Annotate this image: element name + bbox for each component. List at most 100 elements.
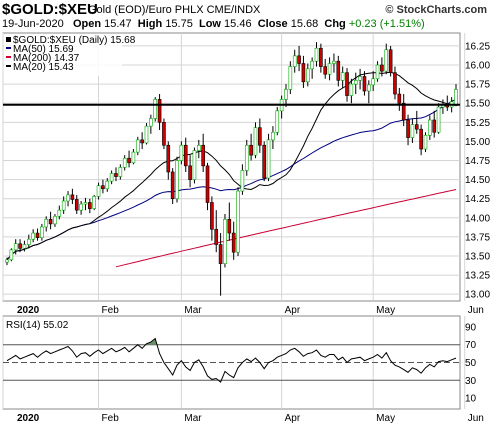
- candle-body: [332, 60, 336, 64]
- candle-body: [284, 89, 288, 100]
- candle-body: [231, 232, 236, 253]
- rsi-tick-label: 30: [465, 376, 477, 387]
- candle-body: [227, 219, 232, 234]
- candle-body: [432, 119, 437, 133]
- candle-body: [419, 128, 423, 150]
- price-tick-label: 14.00: [465, 213, 490, 224]
- open-value: 15.47: [104, 18, 132, 30]
- candle-body: [135, 139, 140, 153]
- candle-body: [179, 144, 184, 161]
- price-tick-label: 14.75: [465, 156, 490, 167]
- candle-body: [397, 93, 402, 104]
- candlesticks: [5, 42, 458, 296]
- candle-body: [18, 243, 22, 249]
- price-tick-label: 14.25: [465, 194, 490, 205]
- price-tick-label: 14.50: [465, 175, 490, 186]
- chg-label: Chg: [324, 18, 346, 30]
- candle-body: [305, 68, 310, 83]
- candle-body: [414, 124, 419, 130]
- price-month-label: Apr: [285, 305, 301, 316]
- candle-body: [79, 203, 83, 211]
- candle-body: [44, 219, 49, 228]
- candle-body: [83, 202, 88, 205]
- candle-body: [114, 173, 118, 177]
- legend-box: [4, 34, 122, 76]
- price-month-label: Feb: [102, 305, 120, 316]
- legend-swatch-main: [6, 37, 11, 42]
- candle-body: [240, 170, 245, 192]
- price-tick-label: 15.75: [465, 80, 490, 91]
- candle-body: [162, 122, 166, 146]
- candle-body: [118, 167, 123, 177]
- candle-body: [275, 110, 280, 133]
- price-tick-label: 16.25: [465, 41, 490, 52]
- legend-ma50: MA(50) 15.69: [13, 44, 74, 55]
- legend-ma200: MA(200) 14.37: [13, 53, 80, 64]
- candle-body: [384, 49, 389, 72]
- candle-body: [205, 165, 210, 203]
- price-time-axis: 2020 Feb Mar Apr May Jun: [17, 305, 484, 316]
- open-label: Open: [72, 18, 102, 30]
- price-axis: 13.00 13.25 13.50 13.75 14.00 14.25 14.50 14.75…: [465, 41, 490, 300]
- candle-body: [144, 125, 149, 144]
- rsi-month-label: Apr: [285, 413, 301, 424]
- candle-body: [188, 165, 192, 180]
- candle-body: [48, 219, 53, 225]
- candle-body: [244, 144, 249, 171]
- brand-logo: © StockCharts.com: [385, 4, 487, 16]
- candle-body: [53, 215, 57, 225]
- legend-swatch-ma50: [6, 47, 11, 49]
- candle-body: [319, 47, 323, 67]
- price-tick-label: 15.50: [465, 99, 490, 110]
- candle-body: [436, 106, 441, 133]
- rsi-overbought-area: [144, 338, 158, 345]
- candle-body: [388, 49, 393, 73]
- low-label: Low: [198, 18, 221, 30]
- candle-body: [131, 151, 136, 164]
- candle-body: [170, 171, 175, 199]
- rsi-month-label: Feb: [102, 413, 120, 424]
- rsi-overbought-fill: [144, 338, 158, 345]
- low-value: 15.46: [224, 18, 252, 30]
- candle-body: [314, 47, 319, 62]
- legend-swatch-ma20: [6, 65, 11, 67]
- candle-body: [401, 102, 406, 121]
- candle-body: [406, 119, 410, 138]
- candle-body: [153, 99, 158, 119]
- candle-body: [358, 76, 362, 81]
- candle-body: [66, 194, 70, 202]
- candle-body: [40, 226, 44, 238]
- candle-body: [183, 144, 188, 167]
- candle-body: [197, 144, 201, 151]
- candle-body: [92, 196, 96, 209]
- candle-body: [288, 66, 293, 90]
- price-tick-label: 15.00: [465, 137, 490, 148]
- candle-body: [35, 232, 40, 238]
- candle-body: [109, 173, 114, 182]
- candle-body: [9, 249, 14, 261]
- legend-swatch-ma200: [6, 56, 11, 58]
- price-tick-label: 15.25: [465, 118, 490, 129]
- rsi-tick-label: 70: [465, 340, 477, 351]
- candle-body: [323, 66, 328, 75]
- price-tick-label: 13.50: [465, 251, 490, 262]
- candle-body: [122, 157, 127, 168]
- symbol-description: Gold (EOD)/Euro PHLX CME/INDX: [88, 4, 261, 16]
- candle-body: [340, 72, 345, 81]
- price-tick-label: 13.25: [465, 271, 490, 282]
- price-tick-label: 13.75: [465, 232, 490, 243]
- candle-body: [349, 83, 354, 96]
- candle-body: [127, 157, 131, 164]
- moving-averages: [6, 71, 457, 268]
- candle-body: [428, 119, 432, 136]
- candle-body: [26, 238, 31, 245]
- candle-body: [5, 259, 9, 263]
- candle-body: [258, 127, 262, 146]
- candle-body: [157, 99, 162, 123]
- candle-body: [223, 219, 227, 264]
- candle-body: [166, 144, 171, 173]
- candle-body: [253, 127, 258, 156]
- candle-body: [218, 244, 223, 264]
- ma20-line: [6, 71, 457, 261]
